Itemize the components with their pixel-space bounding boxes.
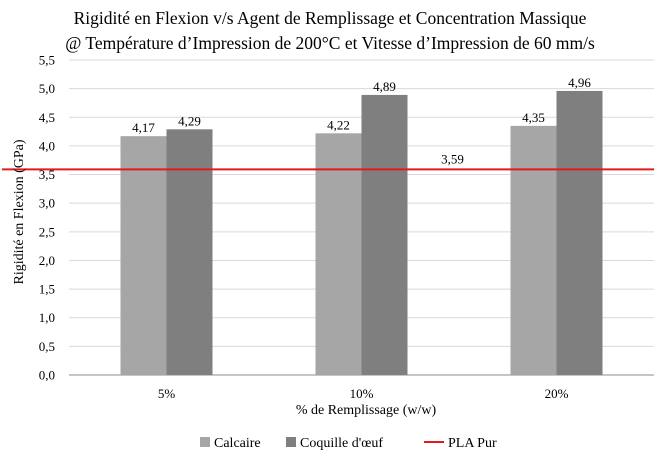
y-tick-label: 0,0 xyxy=(39,368,55,383)
y-tick-label: 5,0 xyxy=(39,81,55,96)
bar-value-label: 4,17 xyxy=(132,120,155,135)
bars xyxy=(120,90,603,375)
bar xyxy=(166,129,213,375)
y-tick-label: 1,0 xyxy=(39,310,55,325)
y-tick-label: 3,5 xyxy=(39,167,55,182)
legend-swatch xyxy=(286,437,296,447)
bar-value-label: 4,35 xyxy=(522,110,545,125)
y-tick-label: 3,0 xyxy=(39,196,55,211)
bar xyxy=(556,90,603,375)
x-tick-label: 20% xyxy=(545,386,569,401)
x-tick-label: 5% xyxy=(158,386,176,401)
legend-label: Calcaire xyxy=(214,436,261,451)
x-axis-ticks: 5% 10% 20% xyxy=(158,386,569,401)
bar xyxy=(510,125,557,375)
data-labels: 4,17 4,29 4,22 4,89 4,35 4,96 3,59 xyxy=(132,75,591,166)
chart-title-line-1: Rigidité en Flexion v/s Agent de Remplis… xyxy=(74,8,587,28)
y-axis-label: Rigidité en Flexion (GPa) xyxy=(12,139,27,284)
legend: Calcaire Coquille d'œuf PLA Pur xyxy=(200,436,497,451)
chart-title-line-2: @ Température d’Impression de 200°C et V… xyxy=(65,33,595,53)
x-axis-label: % de Remplissage (w/w) xyxy=(296,403,437,418)
y-tick-label: 4,5 xyxy=(39,110,55,125)
y-tick-label: 0,5 xyxy=(39,339,55,354)
legend-swatch xyxy=(200,437,210,447)
y-axis-ticks: 0,0 0,5 1,0 1,5 2,0 2,5 3,0 3,5 4,0 4,5 5,0 5,5 xyxy=(39,53,55,383)
bar-value-label: 4,22 xyxy=(327,117,350,132)
y-tick-label: 2,5 xyxy=(39,224,55,239)
bar xyxy=(120,136,167,375)
y-tick-label: 4,0 xyxy=(39,138,55,153)
reference-line-label: 3,59 xyxy=(441,151,464,166)
legend-label: PLA Pur xyxy=(448,436,497,451)
bar xyxy=(361,94,408,375)
y-tick-label: 1,5 xyxy=(39,282,55,297)
bar-value-label: 4,96 xyxy=(568,75,591,90)
bar xyxy=(315,133,362,375)
y-tick-label: 2,0 xyxy=(39,253,55,268)
bar-value-label: 4,29 xyxy=(178,113,201,128)
bar-value-label: 4,89 xyxy=(373,79,396,94)
legend-label: Coquille d'œuf xyxy=(300,436,383,451)
x-tick-label: 10% xyxy=(350,386,374,401)
y-tick-label: 5,5 xyxy=(39,53,55,68)
